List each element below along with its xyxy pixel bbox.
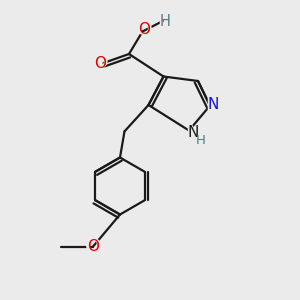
Text: H: H — [196, 134, 205, 147]
Text: H: H — [193, 131, 208, 149]
Text: H: H — [158, 11, 173, 31]
Text: H: H — [160, 14, 171, 28]
Text: O: O — [85, 237, 101, 256]
Text: O: O — [92, 53, 109, 73]
Text: N: N — [205, 94, 221, 114]
Text: N: N — [188, 125, 199, 140]
Text: O: O — [87, 239, 99, 254]
Text: N: N — [207, 97, 219, 112]
Text: O: O — [136, 20, 152, 39]
Text: N: N — [185, 123, 202, 142]
Text: O: O — [138, 22, 150, 37]
Text: O: O — [94, 56, 106, 70]
